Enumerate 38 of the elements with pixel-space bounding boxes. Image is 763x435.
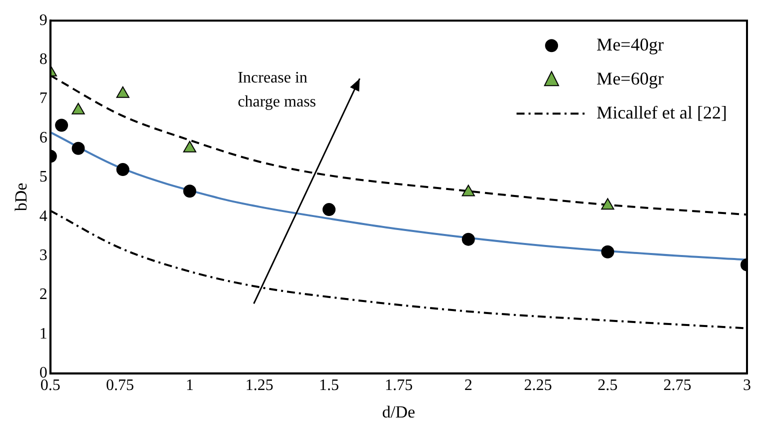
y-tick-label: 5 bbox=[39, 168, 48, 186]
x-tick-label: 3 bbox=[743, 377, 751, 394]
y-tick-label: 2 bbox=[39, 286, 48, 304]
x-tick-label: 1.5 bbox=[319, 377, 340, 394]
point bbox=[72, 102, 85, 114]
x-tick-label: 0.75 bbox=[106, 377, 134, 394]
x-tick-label: 1.25 bbox=[245, 377, 274, 394]
x-axis-title: d/De bbox=[382, 402, 416, 422]
x-tick-label: 0.5 bbox=[40, 377, 60, 394]
y-tick-label: 9 bbox=[39, 12, 48, 29]
y-axis-title: bDe bbox=[12, 182, 31, 212]
x-tick-label: 2 bbox=[464, 377, 472, 394]
point bbox=[462, 184, 475, 196]
point bbox=[72, 142, 85, 155]
point bbox=[601, 198, 614, 210]
point bbox=[322, 203, 336, 216]
point bbox=[601, 245, 614, 258]
point bbox=[55, 118, 68, 132]
y-tick-label: 1 bbox=[39, 325, 48, 342]
y-tick-label: 8 bbox=[39, 51, 48, 68]
y-tick-label: 4 bbox=[39, 208, 48, 225]
annotation: Increase in charge mass bbox=[238, 70, 316, 111]
legend-label: Me=60gr bbox=[596, 68, 664, 88]
point bbox=[183, 140, 196, 152]
x-tick-label: 2.75 bbox=[663, 377, 692, 394]
y-tick-label: 6 bbox=[39, 129, 48, 146]
x-tick-label: 2.5 bbox=[598, 377, 618, 394]
point bbox=[116, 86, 130, 98]
x-tick-label: 1.75 bbox=[384, 377, 413, 394]
point bbox=[116, 163, 130, 176]
legend-label: Me=40gr bbox=[596, 34, 664, 54]
y-tick-label: 7 bbox=[39, 90, 48, 108]
point bbox=[183, 184, 196, 198]
point bbox=[462, 232, 475, 246]
y-tick-label: 3 bbox=[39, 247, 48, 264]
x-tick-label: 2.25 bbox=[524, 377, 552, 394]
x-tick-label: 1 bbox=[186, 377, 194, 394]
legend-label: Micallef et al [22] bbox=[596, 102, 728, 122]
